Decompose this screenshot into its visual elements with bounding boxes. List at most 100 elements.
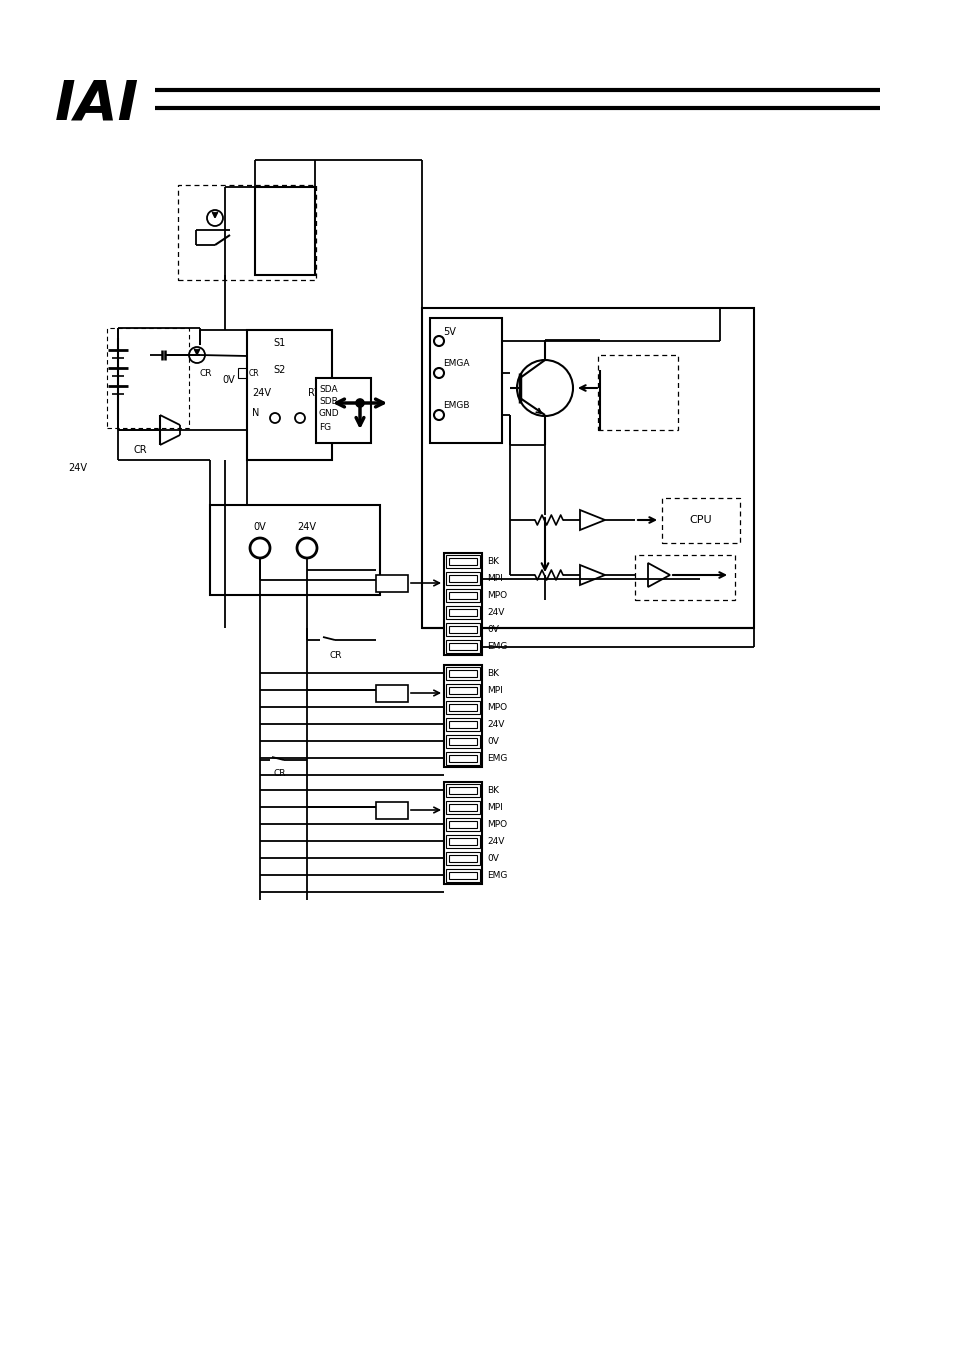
Text: SDB: SDB — [318, 396, 337, 405]
Text: 24V: 24V — [486, 608, 504, 617]
Bar — [421, 308, 753, 628]
Text: EMG: EMG — [486, 754, 507, 763]
Bar — [449, 788, 476, 794]
Bar — [375, 685, 408, 703]
Text: CR: CR — [385, 689, 397, 697]
Text: CPU: CPU — [689, 515, 712, 526]
Bar — [449, 592, 476, 598]
Bar — [446, 753, 479, 765]
Bar — [178, 185, 315, 280]
Text: 0V: 0V — [486, 626, 498, 634]
Text: MPI: MPI — [486, 802, 502, 812]
Bar — [446, 589, 479, 603]
Text: FG: FG — [318, 423, 331, 431]
Text: IAI: IAI — [55, 78, 139, 132]
Bar — [247, 330, 332, 459]
Text: 24V: 24V — [252, 388, 271, 399]
Text: CR: CR — [385, 805, 397, 815]
Bar — [446, 869, 479, 882]
Text: N: N — [252, 408, 259, 417]
Bar — [446, 717, 479, 731]
Bar — [449, 643, 476, 650]
Text: RY: RY — [308, 388, 320, 399]
Text: BK: BK — [486, 669, 498, 678]
Bar — [443, 782, 481, 884]
Text: MPO: MPO — [486, 590, 507, 600]
Bar — [449, 670, 476, 677]
Text: EMG: EMG — [486, 642, 507, 651]
Bar — [449, 804, 476, 811]
Bar — [449, 609, 476, 616]
Bar — [446, 801, 479, 815]
Bar — [449, 871, 476, 880]
Text: 0V: 0V — [253, 521, 266, 532]
Text: 0V: 0V — [486, 854, 498, 863]
Bar — [446, 607, 479, 619]
Bar — [443, 665, 481, 767]
Text: 0V: 0V — [222, 376, 234, 385]
Text: EMGA: EMGA — [442, 358, 469, 367]
Bar — [443, 553, 481, 655]
Bar — [449, 688, 476, 694]
Bar — [446, 684, 479, 697]
Bar — [598, 355, 678, 430]
Text: S1: S1 — [274, 338, 286, 349]
Bar — [449, 838, 476, 844]
Bar — [449, 755, 476, 762]
Bar — [661, 499, 740, 543]
Text: CR: CR — [249, 369, 259, 377]
Bar — [446, 817, 479, 831]
Bar — [449, 855, 476, 862]
Text: CR: CR — [330, 650, 342, 659]
Text: 0V: 0V — [486, 738, 498, 746]
Bar — [446, 784, 479, 797]
Text: 24V: 24V — [297, 521, 316, 532]
Bar — [446, 571, 479, 585]
Bar — [449, 576, 476, 582]
Bar — [375, 576, 408, 592]
Bar — [446, 667, 479, 680]
Text: MPI: MPI — [486, 686, 502, 694]
Bar — [430, 317, 501, 443]
Text: 24V: 24V — [486, 720, 504, 730]
Bar — [446, 852, 479, 865]
Bar — [237, 367, 248, 378]
Text: MPI: MPI — [486, 574, 502, 584]
Text: 24V: 24V — [486, 838, 504, 846]
Bar — [449, 721, 476, 728]
Text: CR: CR — [385, 578, 397, 588]
Bar — [375, 802, 408, 819]
Text: MPO: MPO — [486, 820, 507, 830]
Text: BK: BK — [486, 786, 498, 794]
Text: 24V: 24V — [68, 463, 87, 473]
Text: CR: CR — [274, 769, 286, 777]
Text: SDA: SDA — [318, 385, 337, 393]
Bar — [449, 558, 476, 565]
Bar — [446, 623, 479, 636]
Bar — [449, 626, 476, 634]
Text: GND: GND — [318, 408, 339, 417]
Bar — [446, 555, 479, 567]
Bar — [107, 328, 189, 428]
Bar — [446, 701, 479, 713]
Text: MPO: MPO — [486, 703, 507, 712]
Text: CR: CR — [200, 369, 213, 377]
Bar — [449, 738, 476, 744]
Bar — [446, 835, 479, 848]
Bar — [210, 505, 379, 594]
Text: EMGB: EMGB — [442, 400, 469, 409]
Text: S2: S2 — [274, 365, 286, 376]
Text: CR: CR — [133, 444, 147, 455]
Circle shape — [355, 399, 364, 407]
Bar — [303, 386, 325, 400]
Text: BK: BK — [486, 557, 498, 566]
Bar — [446, 735, 479, 748]
Text: 5V: 5V — [442, 327, 456, 336]
Text: EMG: EMG — [486, 871, 507, 880]
Bar — [449, 704, 476, 711]
Bar — [449, 821, 476, 828]
Bar — [315, 378, 371, 443]
Bar — [635, 555, 734, 600]
Bar — [254, 186, 314, 276]
Bar — [446, 640, 479, 653]
